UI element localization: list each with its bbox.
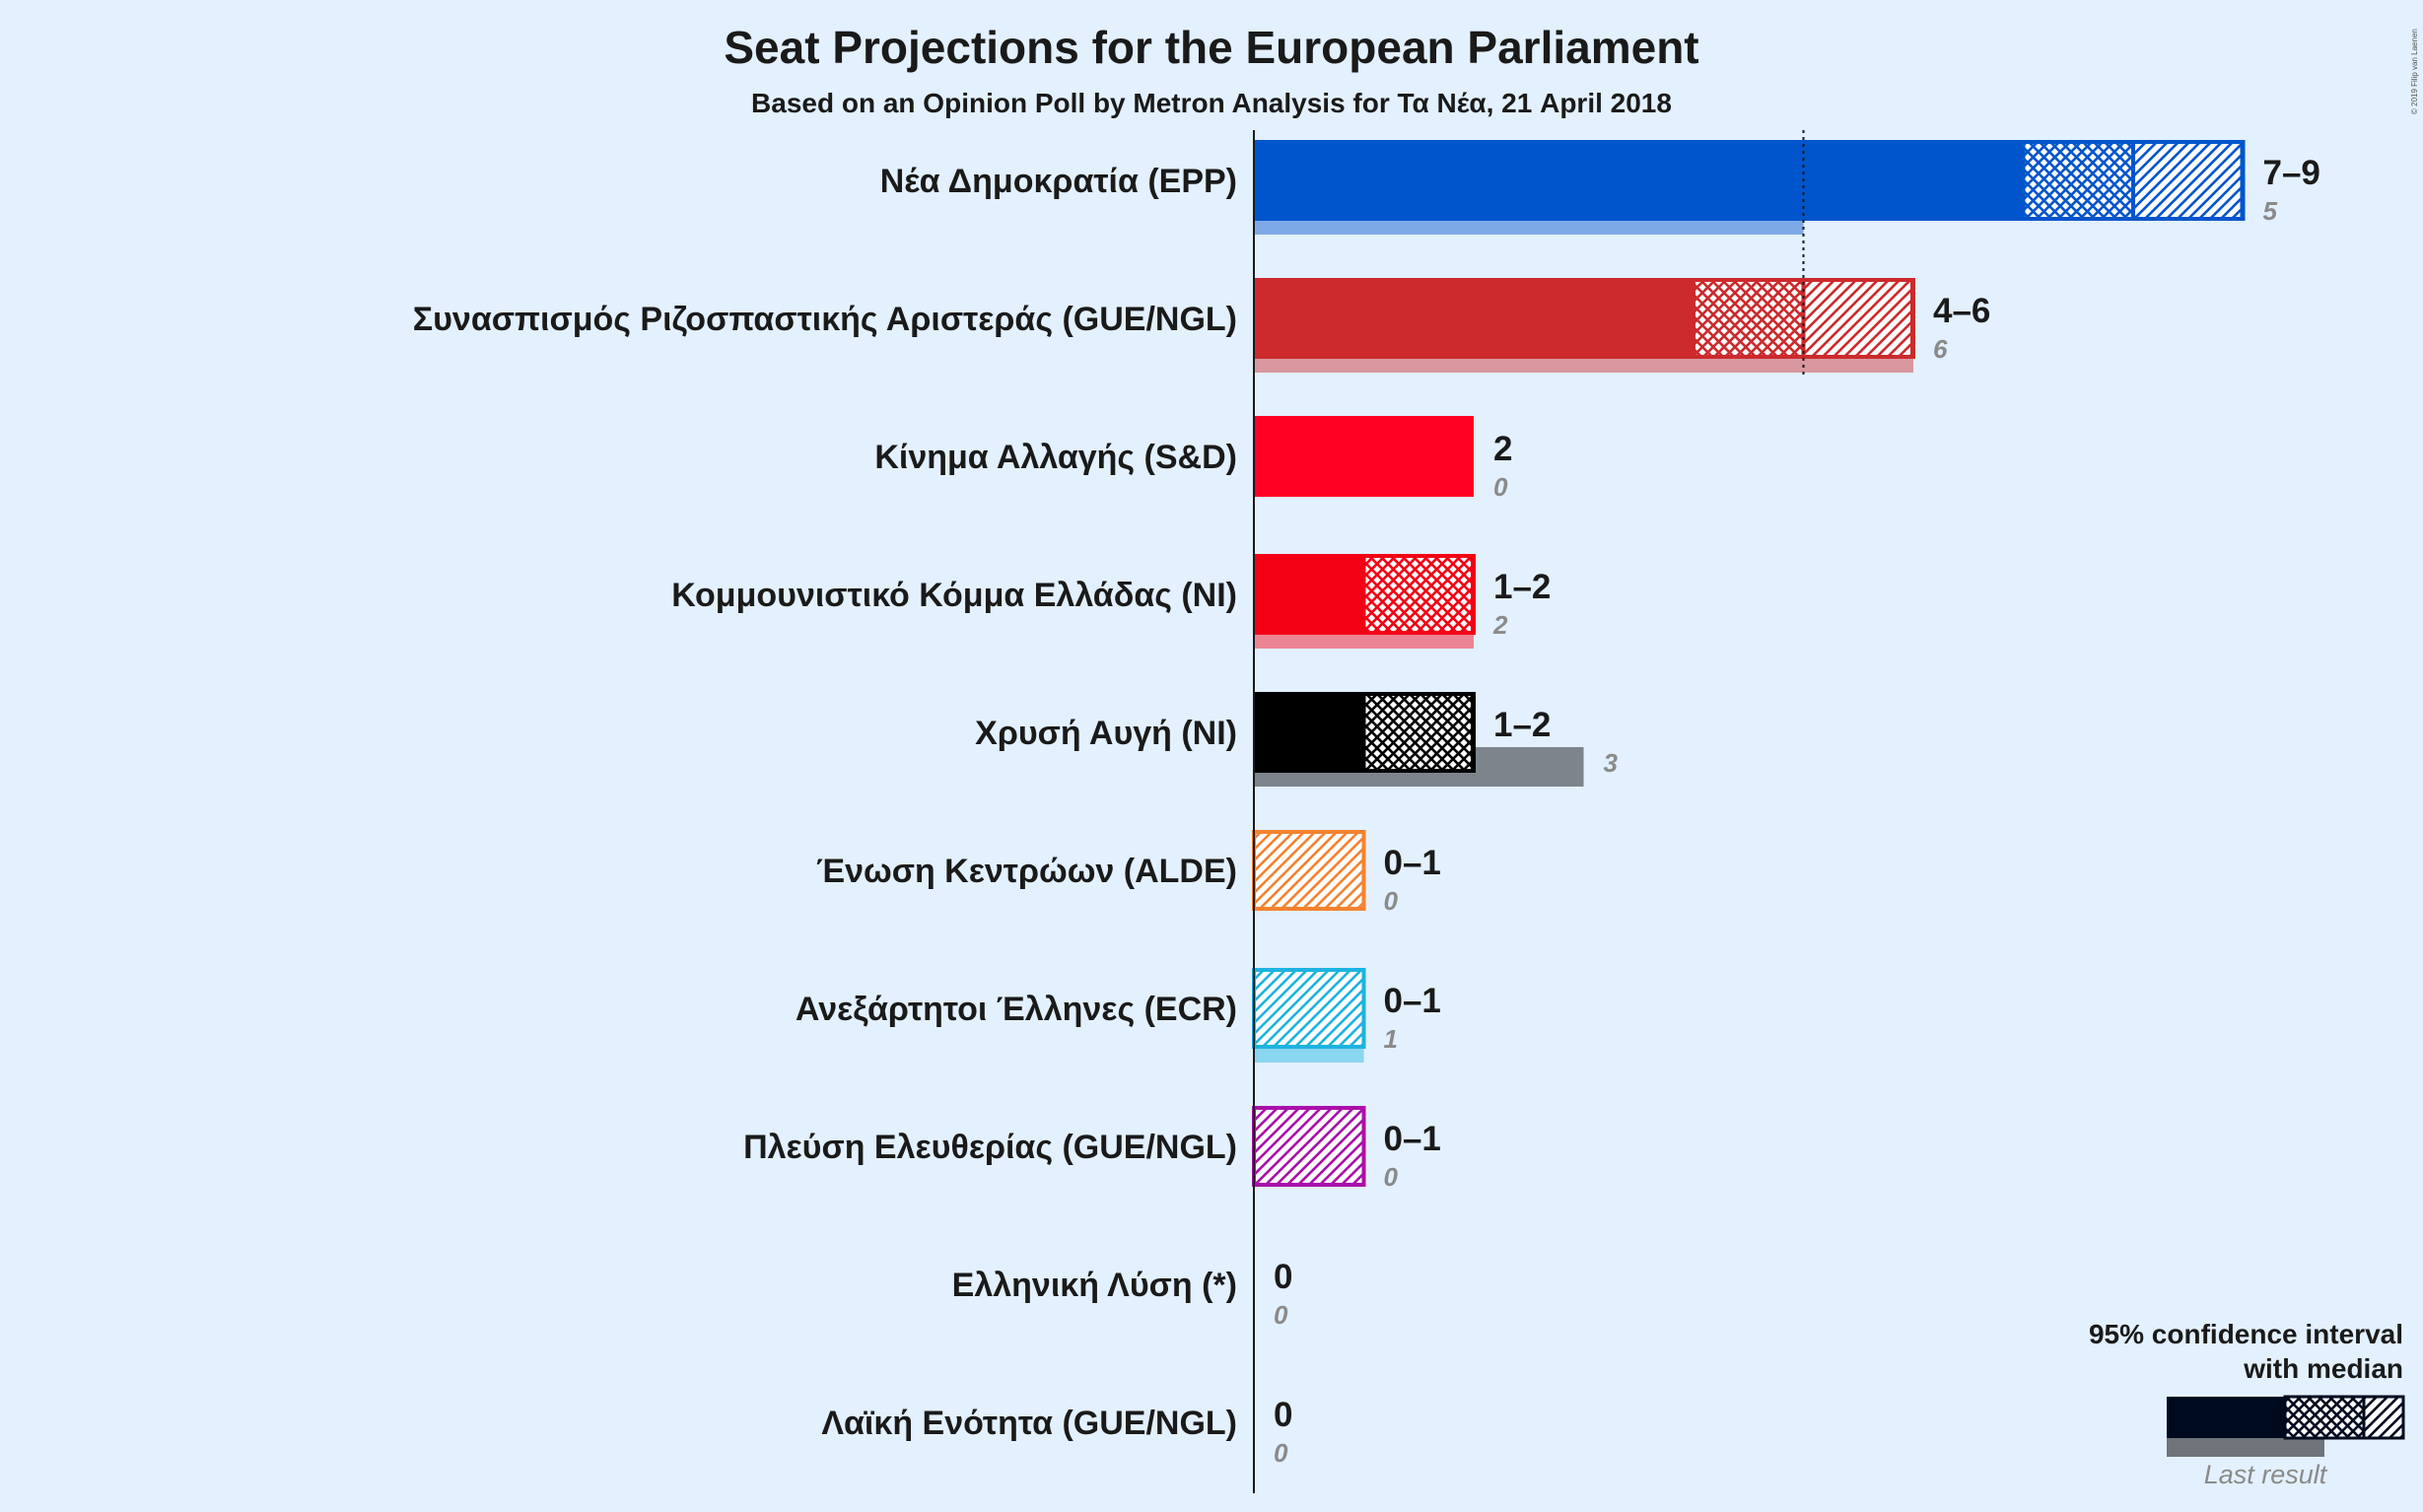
ci-lower-half-bar	[1692, 278, 1806, 359]
bars-layer: Νέα Δημοκρατία (EPP) 7–9 5 Συνασπισμός Ριζο…	[413, 140, 2320, 1468]
party-name-label: Χρυσή Αυγή (NI)	[975, 715, 1237, 752]
copyright-notice: © 2019 Filip van Laenen	[2410, 29, 2419, 114]
seat-range-label: 2	[1493, 430, 1512, 468]
legend-diagonal-swatch	[2362, 1395, 2405, 1440]
chart-title: Seat Projections for the European Parlia…	[724, 22, 1698, 73]
ci-upper-half-bar	[1252, 968, 1366, 1049]
party-row: Συνασπισμός Ριζοσπαστικής Αριστεράς (GUE…	[413, 278, 1990, 373]
chart-subtitle: Based on an Opinion Poll by Metron Analy…	[751, 88, 1672, 118]
party-name-label: Κίνημα Αλλαγής (S&D)	[874, 439, 1237, 476]
party-row: Πλεύση Ελευθερίας (GUE/NGL) 0–1 0	[743, 1106, 1441, 1192]
last-result-label: 0	[1493, 472, 1508, 502]
ci-lower-half-bar	[2021, 140, 2135, 221]
legend-solid-swatch	[2167, 1397, 2285, 1438]
seat-range-label: 1–2	[1493, 568, 1551, 606]
ci-lower-half-bar	[1361, 692, 1476, 773]
ci-solid-bar	[1254, 554, 1364, 635]
legend-crosshatch-swatch	[2283, 1395, 2366, 1440]
last-result-label: 3	[1604, 748, 1619, 778]
seat-range-label: 0	[1274, 1258, 1292, 1296]
ci-solid-bar	[1254, 692, 1364, 773]
last-result-label: 0	[1274, 1438, 1288, 1468]
seat-range-label: 0–1	[1384, 982, 1441, 1020]
party-name-label: Λαϊκή Ενότητα (GUE/NGL)	[821, 1405, 1237, 1442]
last-result-label: 1	[1384, 1024, 1398, 1054]
seat-range-label: 7–9	[2263, 154, 2320, 192]
ci-upper-half-bar	[1252, 830, 1366, 911]
party-row: Ανεξάρτητοι Έλληνες (ECR) 0–1 1	[796, 968, 1441, 1063]
ci-solid-bar	[1254, 140, 2024, 221]
ci-upper-half-bar	[1801, 278, 1915, 359]
last-result-label: 0	[1384, 886, 1399, 916]
party-row: Χρυσή Αυγή (NI) 1–2 3	[975, 692, 1619, 787]
ci-solid-bar	[1254, 416, 1474, 497]
party-name-label: Συνασπισμός Ριζοσπαστικής Αριστεράς (GUE…	[413, 301, 1237, 338]
ci-solid-bar	[1254, 278, 1694, 359]
party-name-label: Ελληνική Λύση (*)	[952, 1267, 1237, 1304]
legend: 95% confidence interval with median Last…	[2089, 1319, 2405, 1489]
seat-range-label: 0	[1274, 1396, 1292, 1434]
seat-range-label: 0–1	[1384, 1120, 1441, 1158]
ci-upper-half-bar	[2131, 140, 2246, 221]
party-row: Κίνημα Αλλαγής (S&D) 2 0	[874, 416, 1512, 502]
ci-upper-half-bar	[1252, 1106, 1366, 1187]
legend-ci-label: 95% confidence interval	[2089, 1319, 2403, 1349]
last-result-label: 0	[1384, 1162, 1399, 1192]
party-row: Ένωση Κεντρώων (ALDE) 0–1 0	[816, 830, 1441, 916]
last-result-label: 6	[1933, 334, 1948, 364]
legend-median-label: with median	[2243, 1353, 2403, 1384]
party-row: Νέα Δημοκρατία (EPP) 7–9 5	[880, 140, 2320, 235]
party-name-label: Πλεύση Ελευθερίας (GUE/NGL)	[743, 1129, 1237, 1166]
legend-last-result-label: Last result	[2204, 1460, 2328, 1489]
seat-range-label: 0–1	[1384, 844, 1441, 882]
party-row: Ελληνική Λύση (*) 0 0	[952, 1258, 1293, 1330]
last-result-label: 5	[2263, 196, 2278, 226]
party-name-label: Ένωση Κεντρώων (ALDE)	[816, 853, 1237, 890]
party-row: Λαϊκή Ενότητα (GUE/NGL) 0 0	[821, 1396, 1292, 1468]
party-name-label: Κομμουνιστικό Κόμμα Ελλάδας (NI)	[671, 577, 1237, 614]
seat-range-label: 4–6	[1933, 292, 1990, 330]
last-result-label: 2	[1492, 610, 1508, 640]
party-row: Κομμουνιστικό Κόμμα Ελλάδας (NI) 1–2 2	[671, 554, 1551, 649]
seat-range-label: 1–2	[1493, 706, 1551, 744]
party-name-label: Νέα Δημοκρατία (EPP)	[880, 163, 1237, 200]
last-result-label: 0	[1274, 1300, 1288, 1330]
party-name-label: Ανεξάρτητοι Έλληνες (ECR)	[796, 991, 1237, 1028]
ci-lower-half-bar	[1361, 554, 1476, 635]
